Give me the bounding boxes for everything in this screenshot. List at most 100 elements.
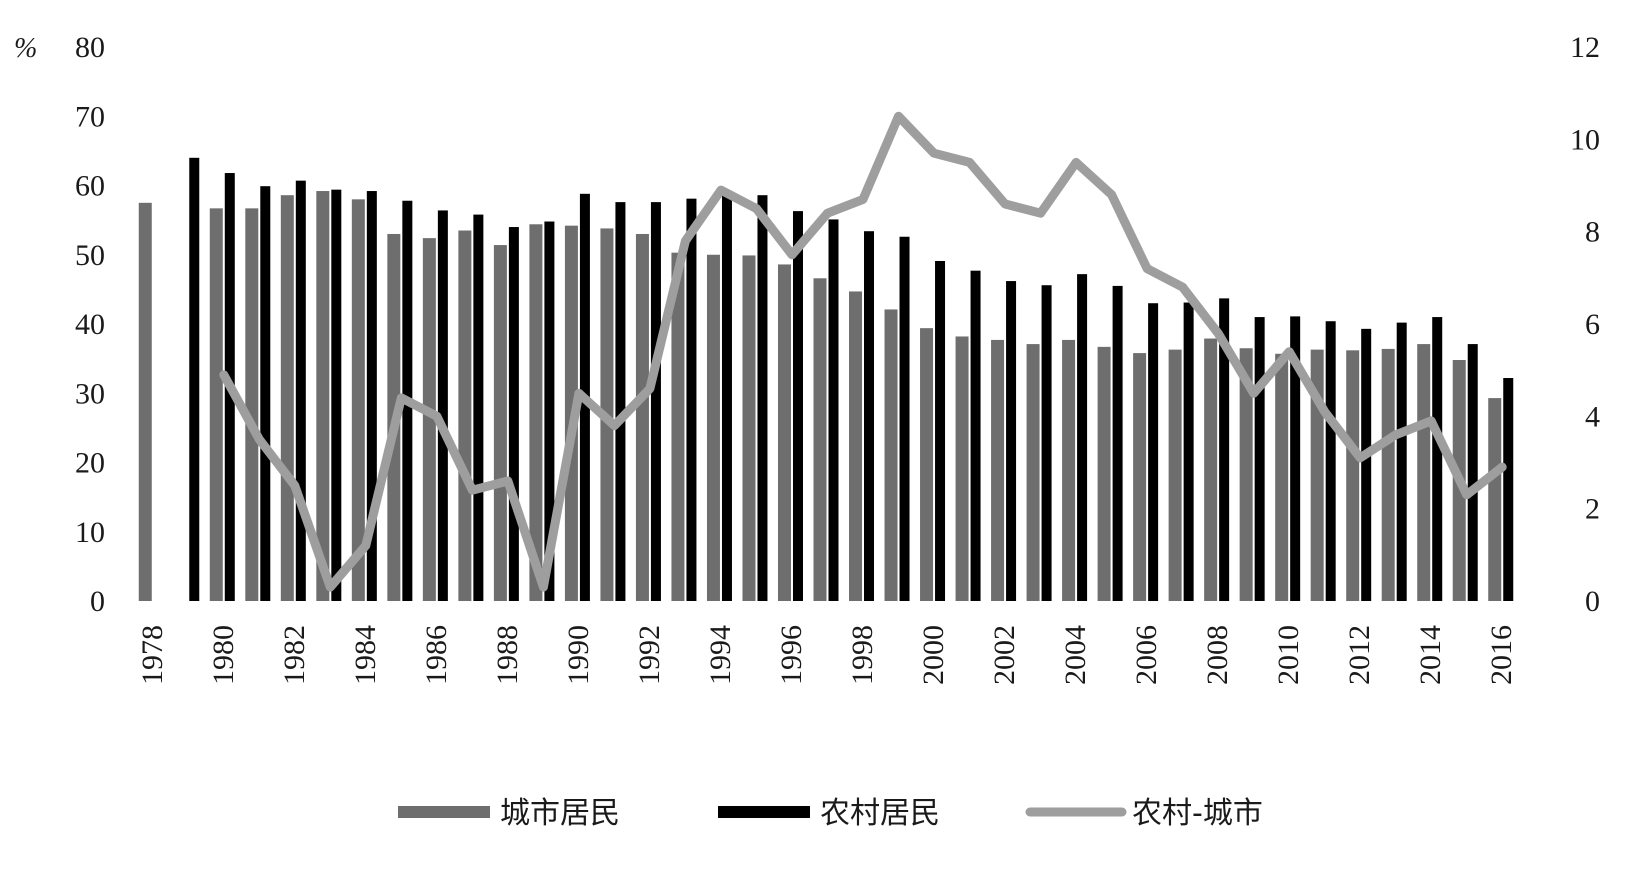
y-right-tick-label: 2 (1585, 493, 1600, 526)
y-left-tick-label: 70 (75, 100, 105, 133)
bar-urban-1980 (209, 208, 223, 602)
bar-urban-2005 (1097, 346, 1111, 601)
x-tick-label: 1996 (775, 625, 808, 685)
x-tick-label: 1998 (846, 625, 879, 685)
bar-rural-1992 (650, 202, 661, 601)
bar-urban-1998 (849, 291, 863, 601)
bar-urban-2001 (955, 336, 969, 601)
y-left-tick-label: 60 (75, 170, 105, 203)
bar-rural-2012 (1361, 328, 1372, 601)
y-right-tick-label: 6 (1585, 308, 1600, 341)
legend: 城市居民 农村居民 农村-城市 (398, 796, 1263, 831)
y-left-tick-label: 20 (75, 447, 105, 480)
x-tick-label: 1990 (562, 625, 595, 685)
x-tick-label: 2000 (917, 625, 950, 685)
x-tick-label: 1992 (633, 625, 666, 685)
bar-rural-2002 (1006, 281, 1017, 601)
bar-urban-1986 (422, 238, 436, 601)
bar-urban-1992 (635, 233, 649, 601)
bar-rural-2011 (1325, 321, 1336, 601)
bar-urban-2003 (1026, 344, 1040, 601)
x-tick-label: 1994 (704, 625, 737, 685)
x-tick-label: 2014 (1414, 625, 1447, 685)
bar-rural-1993 (686, 198, 697, 601)
bar-rural-2003 (1041, 285, 1052, 601)
x-tick-label: 2002 (988, 625, 1021, 685)
bar-urban-2000 (920, 328, 934, 601)
y-axis-left: 0 10 20 30 40 50 60 70 80 (75, 31, 105, 618)
bar-urban-1996 (777, 264, 791, 601)
bar-urban-1984 (351, 199, 365, 601)
x-tick-label: 1982 (278, 625, 311, 685)
x-axis: 1978 1980 1982 1984 1986 1988 1990 1992 1994 1996… (136, 625, 1518, 685)
x-tick-label: 1984 (349, 625, 382, 685)
bar-rural-2004 (1077, 274, 1088, 601)
bar-rural-1989 (544, 221, 555, 601)
y-left-tick-label: 10 (75, 516, 105, 549)
bar-rural-2005 (1112, 285, 1123, 601)
bar-rural-2007 (1183, 302, 1194, 601)
bar-urban-1995 (742, 255, 756, 601)
bar-rural-1984 (366, 191, 377, 602)
legend-swatch-0 (398, 806, 490, 818)
y-unit-label: % (14, 33, 37, 64)
x-tick-label: 1978 (136, 625, 169, 685)
bar-rural-1987 (473, 214, 484, 601)
bar-urban-2004 (1062, 339, 1076, 601)
bar-rural-1988 (508, 227, 519, 602)
line-rural-urban-diff (219, 111, 1507, 592)
bar-urban-1981 (245, 208, 259, 602)
bar-urban-2014 (1417, 344, 1431, 601)
bar-urban-1993 (671, 252, 685, 602)
bar-rural-2015 (1467, 344, 1478, 601)
bar-urban-1982 (280, 195, 294, 601)
x-tick-label: 1988 (491, 625, 524, 685)
bar-urban-2012 (1346, 350, 1360, 601)
bar-urban-2009 (1239, 348, 1253, 601)
legend-label-0: 城市居民 (500, 796, 620, 831)
bar-rural-2010 (1290, 316, 1301, 601)
bar-rural-1999 (899, 236, 910, 601)
x-tick-label: 2008 (1201, 625, 1234, 685)
y-left-tick-label: 30 (75, 377, 105, 410)
legend-label-2: 农村-城市 (1132, 796, 1263, 831)
bar-urban-1988 (493, 245, 507, 601)
x-tick-label: 1980 (207, 625, 240, 685)
bar-rural-2014 (1432, 317, 1443, 601)
bar-urban-1989 (529, 224, 543, 601)
y-left-tick-label: 0 (90, 585, 105, 618)
bar-urban-2006 (1133, 353, 1147, 601)
x-tick-label: 2010 (1272, 625, 1305, 685)
bar-rural-2013 (1396, 322, 1407, 601)
x-tick-label: 2006 (1130, 625, 1163, 685)
bar-rural-2016 (1503, 378, 1514, 601)
y-left-tick-label: 40 (75, 308, 105, 341)
y-left-tick-label: 80 (75, 31, 105, 64)
bar-urban-1978 (138, 202, 152, 601)
bar-rural-1981 (260, 186, 271, 601)
bar-rural-2009 (1254, 317, 1265, 601)
bar-rural-1979 (189, 157, 200, 602)
y-left-tick-label: 50 (75, 239, 105, 272)
legend-swatch-1 (718, 806, 810, 818)
x-tick-label: 2012 (1343, 625, 1376, 685)
bar-urban-2008 (1204, 338, 1218, 601)
bar-rural-1995 (757, 195, 768, 601)
y-right-tick-label: 12 (1570, 31, 1600, 64)
bar-urban-1987 (458, 230, 472, 601)
legend-label-1: 农村居民 (820, 796, 940, 831)
bar-rural-2000 (935, 260, 946, 601)
bar-urban-2016 (1488, 398, 1502, 601)
bar-urban-1994 (706, 254, 720, 601)
bar-urban-1999 (884, 309, 898, 601)
bar-rural-2008 (1219, 298, 1230, 601)
bar-rural-1982 (295, 180, 306, 601)
bar-rural-1991 (615, 202, 626, 601)
bar-rural-1997 (828, 219, 839, 601)
x-tick-label: 1986 (420, 625, 453, 685)
y-right-tick-label: 8 (1585, 216, 1600, 249)
y-axis-right: 0 2 4 6 8 10 12 (1570, 31, 1600, 618)
bar-urban-2002 (991, 339, 1005, 601)
bar-urban-1983 (316, 191, 330, 602)
